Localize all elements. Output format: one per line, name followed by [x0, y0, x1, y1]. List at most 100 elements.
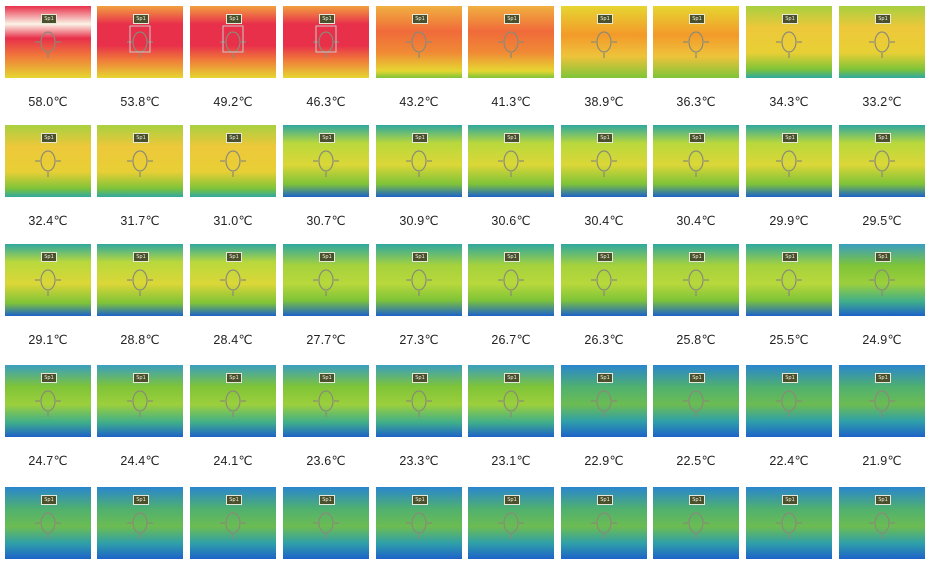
temperature-reading: 28.8℃ — [120, 333, 160, 347]
temperature-reading: 30.6℃ — [491, 214, 531, 228]
spot-marker-icon — [127, 390, 153, 417]
spot-marker-icon — [869, 390, 895, 417]
spot-marker-icon — [683, 269, 709, 296]
thermal-frame: Sp1 — [283, 125, 369, 197]
spot-label: Sp1 — [41, 133, 57, 143]
spot-label: Sp1 — [782, 14, 798, 24]
spot-label: Sp1 — [226, 14, 242, 24]
spot-label: Sp1 — [782, 373, 798, 383]
spot-label: Sp1 — [41, 495, 57, 505]
spot-label: Sp1 — [412, 14, 428, 24]
temperature-reading: 22.5℃ — [676, 454, 716, 468]
spot-marker-icon — [35, 150, 61, 177]
thermal-frame: Sp1 — [561, 365, 647, 437]
temperature-reading: 22.4℃ — [769, 454, 809, 468]
thermal-frame: Sp1 — [97, 125, 183, 197]
spot-marker-icon — [406, 31, 432, 58]
spot-marker-icon — [406, 269, 432, 296]
spot-label: Sp1 — [689, 373, 705, 383]
temperature-reading: 25.5℃ — [769, 333, 809, 347]
thermal-frame: Sp1 — [5, 6, 91, 78]
temperature-reading: 30.7℃ — [306, 214, 346, 228]
spot-marker-icon — [35, 31, 61, 58]
thermal-frame: Sp1 — [376, 6, 462, 78]
spot-marker-icon — [313, 150, 339, 177]
spot-marker-icon — [683, 390, 709, 417]
thermal-frame: Sp1 — [468, 125, 554, 197]
thermal-frame: Sp1 — [283, 365, 369, 437]
spot-label: Sp1 — [689, 495, 705, 505]
spot-marker-icon — [498, 31, 524, 58]
thermal-frame: Sp1 — [376, 244, 462, 316]
thermal-frame: Sp1 — [376, 487, 462, 559]
spot-label: Sp1 — [319, 373, 335, 383]
spot-label: Sp1 — [412, 495, 428, 505]
thermal-frame: Sp1 — [190, 6, 276, 78]
temperature-reading: 33.2℃ — [862, 95, 902, 109]
thermal-frame: Sp1 — [561, 244, 647, 316]
thermal-frame: Sp1 — [468, 365, 554, 437]
spot-label: Sp1 — [133, 14, 149, 24]
thermal-frame: Sp1 — [468, 6, 554, 78]
spot-label: Sp1 — [504, 14, 520, 24]
temperature-reading: 30.4℃ — [584, 214, 624, 228]
temperature-reading: 23.6℃ — [306, 454, 346, 468]
temperature-reading: 32.4℃ — [28, 214, 68, 228]
temperature-reading: 27.3℃ — [399, 333, 439, 347]
spot-marker-icon — [313, 390, 339, 417]
spot-label: Sp1 — [689, 14, 705, 24]
spot-label: Sp1 — [319, 495, 335, 505]
spot-marker-icon — [127, 269, 153, 296]
temperature-reading: 29.5℃ — [862, 214, 902, 228]
spot-marker-icon — [776, 31, 802, 58]
spot-marker-icon — [313, 25, 339, 58]
thermal-frame: Sp1 — [653, 244, 739, 316]
thermal-frame: Sp1 — [190, 125, 276, 197]
spot-label: Sp1 — [226, 252, 242, 262]
thermal-frame: Sp1 — [746, 244, 832, 316]
spot-marker-icon — [35, 512, 61, 539]
spot-label: Sp1 — [226, 495, 242, 505]
spot-label: Sp1 — [41, 373, 57, 383]
spot-label: Sp1 — [504, 133, 520, 143]
spot-marker-icon — [406, 390, 432, 417]
spot-marker-icon — [776, 390, 802, 417]
spot-marker-icon — [498, 390, 524, 417]
temperature-reading: 49.2℃ — [213, 95, 253, 109]
spot-label: Sp1 — [597, 373, 613, 383]
spot-marker-icon — [591, 390, 617, 417]
spot-label: Sp1 — [226, 373, 242, 383]
thermal-frame: Sp1 — [468, 487, 554, 559]
spot-marker-icon — [869, 512, 895, 539]
spot-label: Sp1 — [504, 495, 520, 505]
spot-label: Sp1 — [875, 373, 891, 383]
temperature-reading: 38.9℃ — [584, 95, 624, 109]
thermal-frame: Sp1 — [746, 6, 832, 78]
spot-label: Sp1 — [133, 373, 149, 383]
spot-label: Sp1 — [133, 252, 149, 262]
spot-label: Sp1 — [875, 495, 891, 505]
spot-marker-icon — [406, 150, 432, 177]
temperature-reading: 26.7℃ — [491, 333, 531, 347]
spot-label: Sp1 — [875, 252, 891, 262]
thermal-frame: Sp1 — [653, 6, 739, 78]
spot-marker-icon — [869, 150, 895, 177]
spot-marker-icon — [591, 512, 617, 539]
thermal-frame: Sp1 — [561, 125, 647, 197]
temperature-reading: 21.9℃ — [862, 454, 902, 468]
spot-marker-icon — [869, 269, 895, 296]
temperature-reading: 53.8℃ — [120, 95, 160, 109]
thermal-frame: Sp1 — [376, 365, 462, 437]
spot-label: Sp1 — [319, 133, 335, 143]
spot-marker-icon — [313, 512, 339, 539]
spot-marker-icon — [683, 512, 709, 539]
spot-label: Sp1 — [133, 495, 149, 505]
thermal-frame: Sp1 — [653, 125, 739, 197]
temperature-reading: 28.4℃ — [213, 333, 253, 347]
temperature-reading: 58.0℃ — [28, 95, 68, 109]
spot-label: Sp1 — [319, 14, 335, 24]
temperature-reading: 23.3℃ — [399, 454, 439, 468]
thermal-frame: Sp1 — [746, 487, 832, 559]
spot-label: Sp1 — [412, 252, 428, 262]
